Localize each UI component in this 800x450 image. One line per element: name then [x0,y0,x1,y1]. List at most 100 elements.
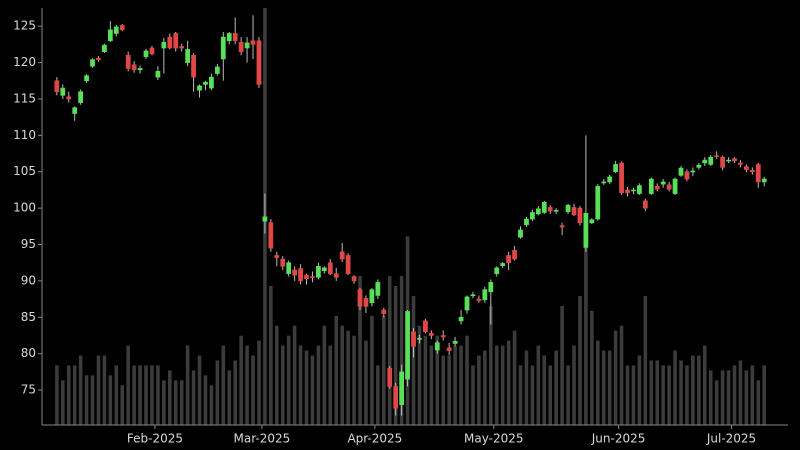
volume-bar [257,340,261,425]
volume-bar [453,345,457,425]
volume-bar [173,380,178,425]
candle-body [119,25,125,31]
volume-bar [631,365,636,425]
candle-body [619,162,624,194]
candle-body [102,44,107,52]
volume-bar [423,335,428,425]
x-tick-label: Apr-2025 [347,432,402,446]
candle-body [298,268,303,282]
volume-bar [245,345,249,425]
candle-body [553,210,559,212]
volume-bar [411,295,416,425]
volume-bar [720,370,725,425]
candle-body [310,276,315,278]
volume-bar [756,380,761,425]
volume-bar [465,335,469,425]
volume-bar [352,335,356,425]
volume-bar [96,355,101,425]
volume-bar [691,355,695,425]
candle-body [541,202,547,213]
candle-body [452,341,458,344]
volume-bar [679,360,683,425]
candle-body [755,164,761,183]
candle-body [286,262,292,274]
candle-body [440,335,446,338]
volume-bar [494,345,499,425]
candle-body [137,68,143,71]
volume-bar [483,350,487,425]
volume-bar [542,355,547,425]
volume-bar [376,365,380,425]
volume-bar [500,345,505,425]
candle-body [113,26,119,34]
volume-bar [697,355,701,425]
y-tick-label: 100 [13,201,36,215]
candle-body [613,164,618,173]
volume-bar [144,365,148,425]
candle-body [761,178,767,183]
x-tick-label: May-2025 [464,432,523,446]
x-tick-label: Jul-2025 [706,432,756,446]
volume-bar [156,365,160,425]
volume-bar [328,345,333,425]
candle-body [559,225,565,228]
candle-body [518,229,523,238]
candle-body [702,159,708,164]
candle-body [500,263,506,266]
x-tick-label: Mar-2025 [234,432,291,446]
volume-bar [66,365,71,425]
candle-body [333,273,339,278]
volume-bar [310,355,315,425]
candle-body [654,185,660,190]
y-tick-label: 85 [21,310,36,324]
candle-body [167,36,173,49]
candle-body [446,347,452,352]
volume-bar [239,335,243,425]
volume-bar [572,345,576,425]
volume-bar [168,370,172,425]
candle-body [393,386,399,409]
volume-bar [738,360,743,425]
candle-body [672,178,678,194]
candle-body [316,266,321,278]
volume-bar [607,350,612,425]
candle-body [720,156,725,168]
candle-body [327,262,333,274]
candle-body [512,250,517,260]
volume-bar [613,330,618,425]
candle-body [428,333,434,336]
volume-bar [417,325,422,425]
volume-bar [55,365,59,425]
candle-body [678,167,684,176]
y-tick-label: 120 [13,55,36,69]
candle-body [197,85,202,91]
volume-bar [518,365,523,425]
volume-bar [191,370,196,425]
candle-body [226,33,232,42]
candle-body [732,158,737,162]
volume-bar [78,355,83,425]
candle-body [488,282,494,293]
candle-body [684,171,690,180]
candle-body [666,184,672,190]
volume-bar [512,330,517,425]
volume-bar [292,325,297,425]
candle-body [607,176,613,183]
volume-bar [197,355,202,425]
volume-bar [316,345,321,425]
volume-bar [685,365,689,425]
volume-bar [322,325,327,425]
volume-bar [625,365,630,425]
candle-body [530,212,535,220]
candle-body [256,40,262,85]
volume-bar [661,365,665,425]
candle-body [149,47,155,55]
candle-body [232,33,238,42]
candle-body [143,50,149,58]
volume-bar [489,305,493,425]
candle-body [749,169,755,173]
volume-bar [554,350,558,425]
y-tick-label: 125 [13,19,36,33]
candle-body [506,255,512,264]
